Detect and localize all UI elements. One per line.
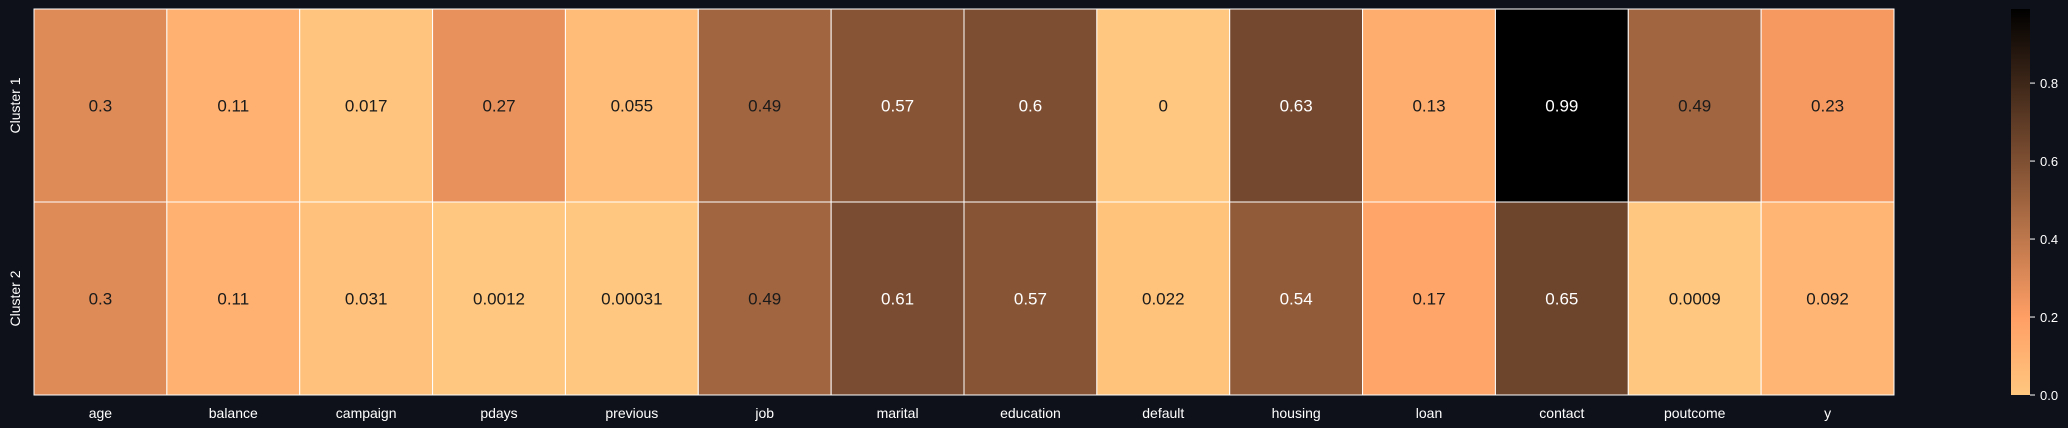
- cell-value-label: 0.092: [1806, 290, 1849, 309]
- heatmap-cells: [33, 8, 1895, 396]
- cell-value-label: 0.23: [1811, 97, 1844, 116]
- heatmap-cell-cluster-2-education: [963, 201, 1098, 396]
- cell-value-label: 0.13: [1412, 97, 1445, 116]
- colorbar-tick-label: 0.2: [2040, 310, 2058, 325]
- cell-value-label: 0.6: [1019, 97, 1043, 116]
- heatmap-cell-cluster-1-previous: [564, 8, 699, 203]
- heatmap-cell-cluster-2-marital: [830, 201, 965, 396]
- heatmap-cell-cluster-1-campaign: [299, 8, 434, 203]
- column-label: age: [89, 405, 113, 421]
- column-label: y: [1824, 405, 1831, 421]
- cell-value-label: 0.022: [1142, 290, 1185, 309]
- cell-value-label: 0.11: [217, 97, 249, 116]
- heatmap-cell-cluster-1-contact: [1494, 8, 1629, 203]
- heatmap-cell-cluster-2-poutcome: [1627, 201, 1762, 396]
- cell-value-label: 0.17: [1412, 290, 1445, 309]
- colorbar-tick-label: 0.4: [2040, 232, 2058, 247]
- colorbar-tick-label: 0.8: [2040, 76, 2058, 91]
- heatmap-cell-cluster-2-y: [1760, 201, 1895, 396]
- column-label: loan: [1416, 405, 1442, 421]
- colorbar-tick-label: 0.0: [2040, 388, 2058, 403]
- cell-value-label: 0.00031: [601, 290, 662, 309]
- cell-value-label: 0.3: [89, 290, 113, 309]
- cell-value-label: 0.61: [881, 290, 914, 309]
- heatmap-cell-cluster-2-loan: [1362, 201, 1496, 396]
- heatmap-row-labels: Cluster 1 Cluster 2: [7, 77, 23, 326]
- row-label: Cluster 2: [7, 270, 23, 326]
- cell-value-label: 0.017: [345, 97, 388, 116]
- cell-value-label: 0: [1159, 97, 1168, 116]
- cell-value-label: 0.49: [748, 290, 781, 309]
- column-label: education: [1000, 405, 1061, 421]
- cell-value-label: 0.63: [1280, 97, 1313, 116]
- heatmap-cell-cluster-2-default: [1096, 201, 1231, 396]
- cell-value-label: 0.57: [881, 97, 914, 116]
- cell-value-label: 0.99: [1545, 97, 1578, 116]
- cell-value-label: 0.11: [217, 290, 249, 309]
- column-label: default: [1142, 405, 1184, 421]
- heatmap-cell-cluster-2-pdays: [432, 201, 566, 396]
- heatmap-cell-labels: 0.3 0.11 0.017 0.27 0.055 0.49 0.57 0.6 0 0.63 0.1…: [89, 97, 1849, 309]
- heatmap-cell-cluster-2-balance: [166, 201, 301, 396]
- heatmap-cell-cluster-1-age: [33, 8, 168, 203]
- cell-value-label: 0.3: [89, 97, 113, 116]
- column-label: contact: [1539, 405, 1584, 421]
- heatmap-cell-cluster-2-age: [33, 201, 168, 396]
- heatmap-column-labels: age balance campaign pdays previous job marita…: [89, 405, 1831, 421]
- cell-value-label: 0.0012: [473, 290, 525, 309]
- column-label: poutcome: [1664, 405, 1726, 421]
- cell-value-label: 0.49: [748, 97, 781, 116]
- heatmap-cell-cluster-1-job: [697, 8, 832, 203]
- cell-value-label: 0.57: [1014, 290, 1047, 309]
- heatmap-cell-cluster-1-marital: [830, 8, 965, 203]
- heatmap-cell-cluster-1-poutcome: [1627, 8, 1762, 203]
- column-label: job: [754, 405, 774, 421]
- heatmap-cell-cluster-2-contact: [1494, 201, 1629, 396]
- heatmap-cell-cluster-1-education: [963, 8, 1098, 203]
- colorbar-gradient: [2011, 9, 2030, 395]
- cell-value-label: 0.49: [1678, 97, 1711, 116]
- column-label: campaign: [336, 405, 397, 421]
- column-label: balance: [209, 405, 258, 421]
- heatmap-cell-cluster-1-y: [1760, 8, 1895, 203]
- colorbar: 0.0 0.2 0.4 0.6 0.8: [2011, 9, 2058, 403]
- cell-value-label: 0.27: [482, 97, 515, 116]
- colorbar-ticks: 0.0 0.2 0.4 0.6 0.8: [2030, 76, 2058, 403]
- column-label: marital: [877, 405, 919, 421]
- cell-value-label: 0.0009: [1669, 290, 1721, 309]
- colorbar-tick-label: 0.6: [2040, 154, 2058, 169]
- cell-value-label: 0.055: [611, 97, 654, 116]
- heatmap-cell-cluster-1-pdays: [432, 8, 566, 203]
- column-label: housing: [1272, 405, 1321, 421]
- row-label: Cluster 1: [7, 77, 23, 133]
- heatmap-cell-cluster-1-balance: [166, 8, 301, 203]
- cell-value-label: 0.54: [1280, 290, 1313, 309]
- column-label: previous: [605, 405, 658, 421]
- column-label: pdays: [480, 405, 517, 421]
- cell-value-label: 0.65: [1545, 290, 1578, 309]
- heatmap-cell-cluster-2-previous: [564, 201, 699, 396]
- heatmap-cell-cluster-2-job: [697, 201, 832, 396]
- heatmap-cell-cluster-2-campaign: [299, 201, 434, 396]
- heatmap-cell-cluster-1-housing: [1229, 8, 1364, 203]
- cell-value-label: 0.031: [345, 290, 388, 309]
